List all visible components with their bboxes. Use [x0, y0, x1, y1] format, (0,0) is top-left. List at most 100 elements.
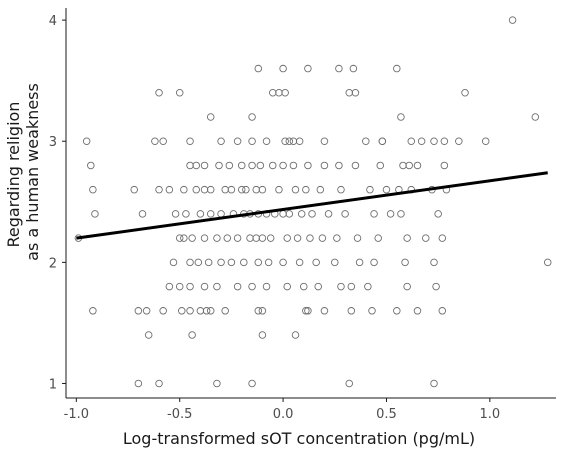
y-axis-title-line-1: Regarding religion	[4, 102, 23, 248]
data-point	[295, 258, 304, 267]
x-tick-label: 0.5	[376, 407, 397, 422]
data-point	[155, 185, 163, 194]
data-point	[397, 210, 405, 218]
data-point	[200, 234, 209, 242]
data-point	[279, 210, 287, 218]
data-point	[215, 161, 223, 170]
data-point	[320, 137, 329, 145]
data-point	[401, 258, 409, 267]
data-point	[364, 282, 372, 291]
data-point	[382, 185, 391, 194]
data-point	[130, 185, 138, 194]
data-point	[351, 89, 360, 97]
data-point	[386, 210, 395, 218]
data-point	[186, 258, 194, 267]
regression-line	[76, 171, 548, 240]
data-point	[421, 234, 430, 242]
y-axis-title-line-2: as a human weakness	[23, 83, 42, 261]
y-tick-label: 3	[49, 135, 57, 150]
x-tick-label: 0.0	[273, 407, 294, 422]
data-point	[405, 161, 413, 170]
x-tick-label: -1.0	[64, 407, 89, 422]
data-point	[430, 258, 438, 267]
data-point	[91, 210, 99, 218]
data-point	[374, 234, 382, 242]
data-point	[165, 282, 174, 291]
data-point	[304, 161, 312, 170]
data-point	[304, 307, 312, 315]
data-point	[279, 161, 287, 170]
data-point	[295, 137, 304, 145]
data-point	[335, 161, 343, 170]
data-point	[417, 137, 426, 145]
data-point	[223, 234, 232, 242]
data-point	[196, 210, 205, 218]
data-point	[403, 282, 411, 291]
x-tick-label: 1.0	[479, 407, 500, 422]
data-point	[252, 234, 260, 242]
data-point	[194, 258, 203, 267]
data-point	[393, 307, 401, 315]
data-point	[337, 282, 345, 291]
data-point	[186, 282, 194, 291]
data-point	[403, 234, 411, 242]
y-tick-label: 4	[49, 14, 57, 29]
y-tick-label: 1	[49, 377, 57, 392]
data-point	[341, 210, 349, 218]
data-point	[393, 64, 401, 73]
data-point	[279, 64, 287, 73]
data-point	[89, 185, 97, 194]
data-point	[262, 137, 271, 145]
data-point	[266, 234, 275, 242]
data-point	[347, 282, 356, 291]
data-point	[275, 185, 283, 194]
data-point	[202, 307, 211, 315]
data-point	[227, 258, 236, 267]
data-point	[345, 379, 353, 388]
data-point	[221, 185, 229, 194]
data-point	[281, 89, 289, 97]
data-point	[407, 137, 416, 145]
data-point	[134, 379, 143, 388]
data-point	[206, 185, 215, 194]
data-point	[254, 64, 263, 73]
data-point	[366, 185, 374, 194]
data-point	[206, 113, 215, 121]
x-axis-title: Log-transformed sOT concentration (pg/mL…	[123, 429, 475, 448]
data-point	[165, 185, 174, 194]
data-point	[349, 64, 358, 73]
data-point	[440, 137, 449, 145]
data-point	[289, 161, 298, 170]
data-point	[175, 282, 184, 291]
data-point	[355, 258, 364, 267]
data-point	[302, 185, 310, 194]
data-point	[312, 258, 320, 267]
data-point	[543, 258, 552, 267]
data-point	[180, 234, 188, 242]
data-point	[337, 185, 345, 194]
data-point	[240, 258, 248, 267]
data-point	[151, 137, 159, 145]
data-point	[258, 234, 267, 242]
x-axis-ticks: -1.0 -0.5 0.0 0.5 1.0	[64, 398, 500, 422]
data-point	[258, 331, 267, 339]
data-point	[434, 210, 442, 218]
data-point	[430, 137, 438, 145]
data-points	[74, 16, 552, 388]
data-point	[188, 234, 196, 242]
data-point	[217, 137, 225, 145]
data-point	[237, 161, 246, 170]
data-point	[82, 137, 91, 145]
data-point	[331, 258, 339, 267]
data-point	[206, 307, 215, 315]
data-point	[283, 282, 291, 291]
data-point	[248, 137, 256, 145]
data-point	[213, 282, 221, 291]
data-point	[269, 161, 277, 170]
data-point	[397, 113, 405, 121]
data-point	[233, 137, 242, 145]
data-point	[192, 185, 201, 194]
data-point	[399, 161, 407, 170]
data-point	[285, 137, 294, 145]
data-point	[254, 307, 263, 315]
